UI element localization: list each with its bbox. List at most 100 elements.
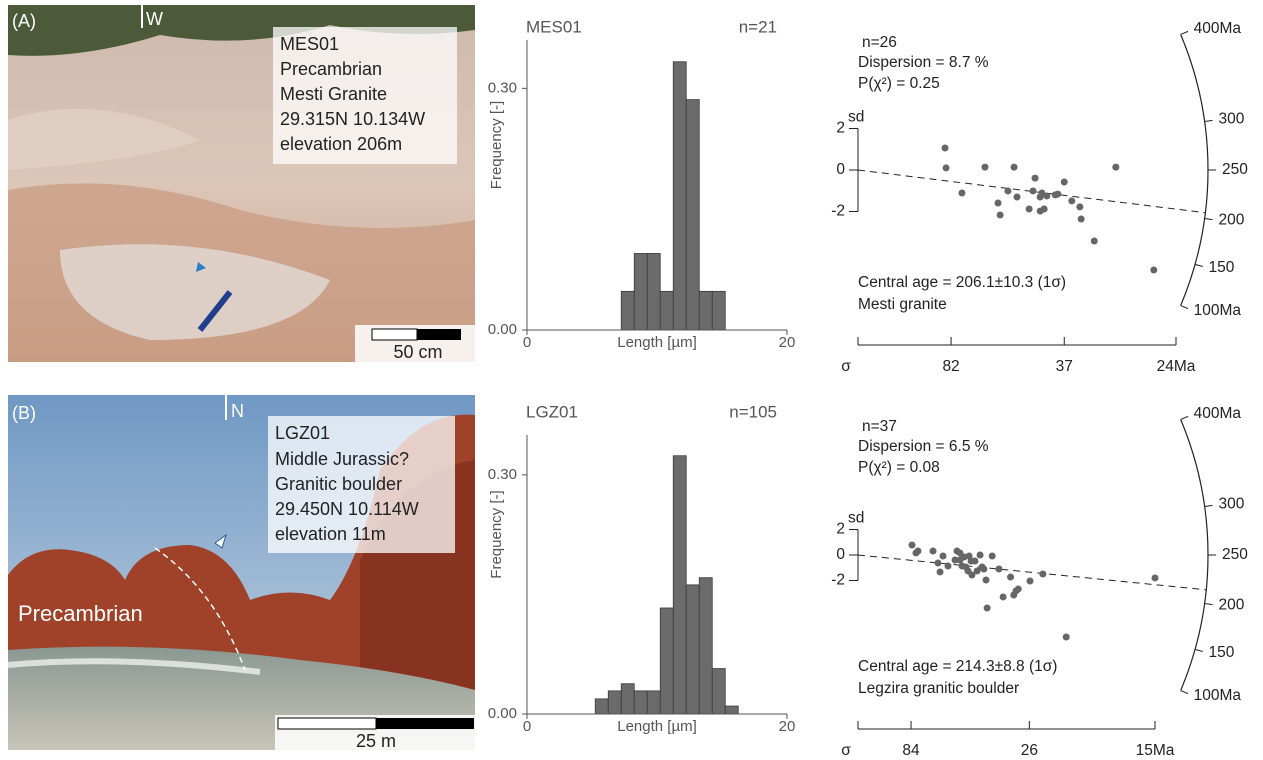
grain-point — [1076, 203, 1083, 210]
grain-point — [943, 164, 950, 171]
x-axis-label: Length [µm] — [617, 718, 697, 735]
bar — [621, 684, 634, 714]
arc-tick — [1181, 31, 1188, 34]
grain-point — [1015, 586, 1022, 593]
central-age-label: Central age = 206.1±10.3 (1σ) — [858, 274, 1066, 291]
scale-label: 50 cm — [393, 342, 442, 362]
scale-bar — [417, 329, 461, 340]
grain-point — [1032, 175, 1039, 182]
grain-point — [983, 576, 990, 583]
arc-tick-label: 300 — [1218, 111, 1244, 128]
x-axis-label: σ — [841, 358, 851, 375]
x-axis-label: σ — [841, 742, 851, 759]
arc-tick-label: 100Ma — [1194, 302, 1242, 319]
arc-tick-label: 300 — [1218, 496, 1244, 513]
y-tick-label: 0 — [836, 161, 845, 178]
grain-point — [1041, 206, 1048, 213]
arc-tick — [1181, 691, 1188, 694]
arc-tick — [1195, 649, 1203, 651]
arc-tick-label: 250 — [1222, 546, 1248, 563]
y-axis-label: sd — [848, 510, 864, 527]
sample-line: elevation 206m — [280, 134, 402, 154]
y-tick-label: 0.00 — [488, 321, 517, 338]
sample-line: Mesti Granite — [280, 84, 387, 104]
sample-line: 29.450N 10.114W — [275, 499, 419, 519]
scale-label: 25 m — [356, 731, 396, 751]
grain-point — [930, 548, 937, 555]
bar — [673, 456, 686, 714]
arc-tick — [1205, 120, 1213, 121]
y-tick-label: 0.30 — [488, 79, 517, 96]
grain-point — [942, 145, 949, 152]
scale-bar — [376, 718, 474, 729]
grain-point — [1061, 179, 1068, 186]
grain-point — [934, 560, 941, 567]
x-tick-label: 84 — [902, 742, 920, 759]
dispersion: Dispersion = 6.5 % — [858, 438, 989, 455]
grain-point — [909, 542, 916, 549]
sample-line: elevation 11m — [275, 524, 386, 544]
arc-tick — [1181, 416, 1188, 419]
bar — [595, 699, 608, 714]
bar — [621, 291, 634, 330]
y-tick-label: 2 — [836, 120, 845, 137]
central-age-line — [858, 555, 1206, 590]
grain-point — [1030, 187, 1037, 194]
bar — [647, 253, 660, 330]
grain-point — [1152, 574, 1159, 581]
arc-tick — [1205, 219, 1213, 220]
grain-point — [995, 199, 1002, 206]
bar — [686, 100, 699, 330]
y-tick-label: 0.00 — [488, 705, 517, 722]
y-axis-label: Frequency [-] — [488, 490, 505, 578]
grain-point — [1027, 578, 1034, 585]
bar — [647, 691, 660, 714]
arc-tick-label: 100Ma — [1194, 687, 1242, 704]
panel-label: (A) — [12, 11, 36, 31]
figure: (A) W MES01 Precambrian Mesti Granite 29… — [0, 0, 1263, 760]
grain-point — [1011, 164, 1018, 171]
sample-name: Mesti granite — [858, 296, 947, 313]
bar — [634, 253, 647, 330]
x-tick-label: 15Ma — [1136, 742, 1175, 759]
x-tick-label: 0 — [523, 718, 531, 735]
arc-tick — [1205, 604, 1213, 605]
sample-line: MES01 — [280, 34, 339, 54]
grain-point — [989, 553, 996, 560]
sample-line: Middle Jurassic? — [275, 449, 409, 469]
panel-label: (B) — [12, 403, 36, 423]
bar — [699, 578, 712, 714]
x-tick-label: 26 — [1021, 742, 1038, 759]
grain-point — [1026, 206, 1033, 213]
y-tick-label: 0 — [836, 546, 845, 563]
grain-point — [1068, 197, 1075, 204]
arc-tick — [1181, 306, 1188, 309]
grain-point — [995, 566, 1002, 573]
grain-point — [1014, 193, 1021, 200]
grain-point — [1150, 267, 1157, 274]
direction-label: W — [146, 9, 163, 29]
scale-bar — [278, 718, 376, 729]
grain-point — [940, 553, 947, 560]
x-tick-label: 20 — [779, 718, 796, 735]
sample-count: n=105 — [729, 402, 777, 421]
x-tick-label: 0 — [523, 334, 531, 351]
x-tick-label: 24Ma — [1157, 358, 1196, 375]
age-arc — [1181, 419, 1208, 690]
bar — [608, 691, 621, 714]
central-age-label: Central age = 214.3±8.8 (1σ) — [858, 658, 1057, 675]
y-axis-label: sd — [848, 109, 864, 126]
y-tick-label: -2 — [831, 572, 845, 589]
bar — [725, 706, 738, 714]
bar — [712, 291, 725, 330]
grain-point — [937, 568, 944, 575]
grain-point — [980, 566, 987, 573]
sample-name: Legzira granitic boulder — [858, 680, 1019, 697]
grain-point — [984, 605, 991, 612]
grain-point — [1039, 570, 1046, 577]
x-tick-label: 37 — [1056, 358, 1073, 375]
grain-point — [1091, 237, 1098, 244]
arc-tick-label: 250 — [1222, 161, 1248, 178]
grain-point — [913, 549, 920, 556]
